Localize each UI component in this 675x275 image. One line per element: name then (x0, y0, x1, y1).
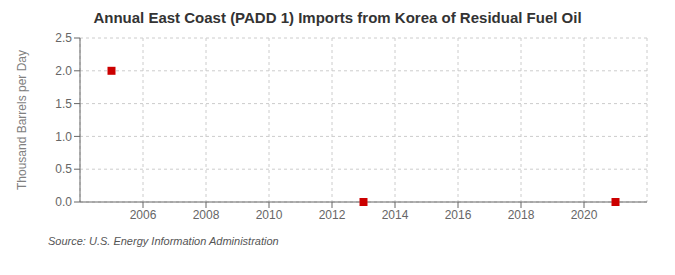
svg-text:2016: 2016 (445, 208, 472, 222)
svg-text:2012: 2012 (319, 208, 346, 222)
svg-text:2018: 2018 (508, 208, 535, 222)
svg-text:1.5: 1.5 (55, 97, 72, 111)
svg-text:2.5: 2.5 (55, 31, 72, 45)
html-text:Source: U.S. Energy Informatio: Source: U.S. Energy Information Administ… (48, 235, 279, 247)
svg-text:1.0: 1.0 (55, 130, 72, 144)
svg-text:2020: 2020 (571, 208, 598, 222)
svg-text:0.5: 0.5 (55, 162, 72, 176)
svg-text:2008: 2008 (193, 208, 220, 222)
svg-text:0.0: 0.0 (55, 195, 72, 209)
svg-text:2006: 2006 (130, 208, 157, 222)
svg-text:Thousand Barrels per Day: Thousand Barrels per Day (15, 50, 29, 190)
svg-text:2.0: 2.0 (55, 64, 72, 78)
html-text:Annual East Coast (PADD 1) Imp: Annual East Coast (PADD 1) Imports from … (93, 9, 582, 26)
svg-text:2010: 2010 (256, 208, 283, 222)
svg-text:2014: 2014 (382, 208, 409, 222)
